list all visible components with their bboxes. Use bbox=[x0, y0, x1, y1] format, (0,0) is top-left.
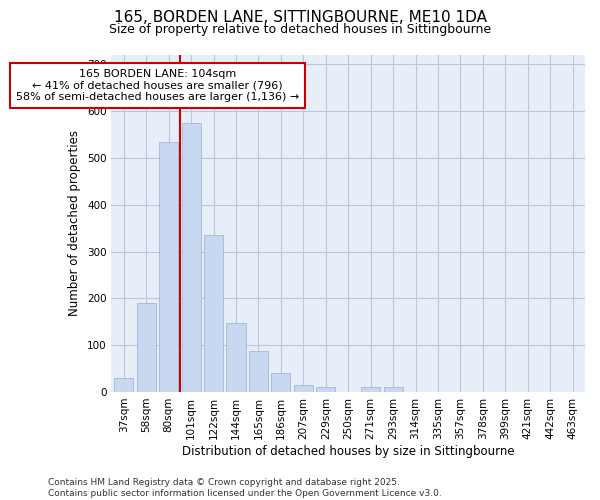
Bar bbox=[137, 303, 156, 392]
Bar bbox=[271, 373, 290, 392]
Bar bbox=[316, 388, 335, 392]
Text: Size of property relative to detached houses in Sittingbourne: Size of property relative to detached ho… bbox=[109, 22, 491, 36]
X-axis label: Distribution of detached houses by size in Sittingbourne: Distribution of detached houses by size … bbox=[182, 444, 515, 458]
Bar bbox=[361, 388, 380, 392]
Bar bbox=[182, 123, 200, 392]
Text: 165 BORDEN LANE: 104sqm
← 41% of detached houses are smaller (796)
58% of semi-d: 165 BORDEN LANE: 104sqm ← 41% of detache… bbox=[16, 69, 299, 102]
Bar bbox=[383, 388, 403, 392]
Bar bbox=[159, 142, 178, 392]
Bar bbox=[294, 385, 313, 392]
Y-axis label: Number of detached properties: Number of detached properties bbox=[68, 130, 82, 316]
Bar bbox=[114, 378, 133, 392]
Bar bbox=[204, 235, 223, 392]
Text: 165, BORDEN LANE, SITTINGBOURNE, ME10 1DA: 165, BORDEN LANE, SITTINGBOURNE, ME10 1D… bbox=[113, 10, 487, 25]
Text: Contains HM Land Registry data © Crown copyright and database right 2025.
Contai: Contains HM Land Registry data © Crown c… bbox=[48, 478, 442, 498]
Bar bbox=[249, 351, 268, 392]
Bar bbox=[226, 322, 245, 392]
